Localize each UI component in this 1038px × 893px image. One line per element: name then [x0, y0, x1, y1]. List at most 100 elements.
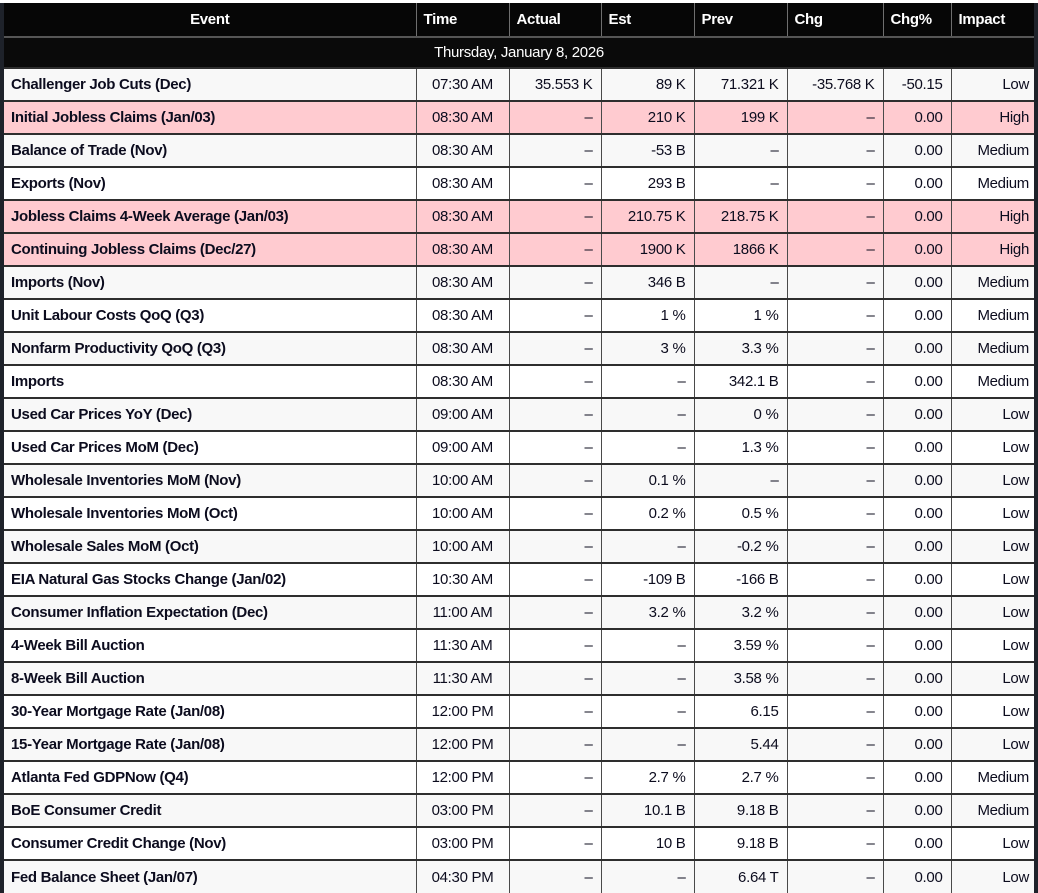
est-cell: 293 B — [601, 167, 694, 200]
impact-cell: Low — [951, 662, 1034, 695]
est-cell: – — [601, 530, 694, 563]
table-row[interactable]: 4-Week Bill Auction11:30 AM––3.59 %–0.00… — [4, 629, 1034, 662]
table-row[interactable]: 15-Year Mortgage Rate (Jan/08)12:00 PM––… — [4, 728, 1034, 761]
time-cell: 09:00 AM — [416, 398, 509, 431]
impact-cell: Medium — [951, 761, 1034, 794]
est-cell: – — [601, 398, 694, 431]
time-cell: 03:00 PM — [416, 827, 509, 860]
chgpct-cell: 0.00 — [883, 827, 951, 860]
table-row[interactable]: Initial Jobless Claims (Jan/03)08:30 AM–… — [4, 101, 1034, 134]
time-cell: 12:00 PM — [416, 695, 509, 728]
table-row[interactable]: Challenger Job Cuts (Dec)07:30 AM35.553 … — [4, 68, 1034, 101]
chgpct-cell: 0.00 — [883, 365, 951, 398]
table-row[interactable]: Unit Labour Costs QoQ (Q3)08:30 AM–1 %1 … — [4, 299, 1034, 332]
table-row[interactable]: Fed Balance Sheet (Jan/07)04:30 PM––6.64… — [4, 860, 1034, 893]
impact-cell: Medium — [951, 167, 1034, 200]
prev-cell: 6.64 T — [694, 860, 787, 893]
chgpct-cell: 0.00 — [883, 299, 951, 332]
chgpct-cell: 0.00 — [883, 266, 951, 299]
impact-cell: Low — [951, 629, 1034, 662]
table-row[interactable]: 8-Week Bill Auction11:30 AM––3.58 %–0.00… — [4, 662, 1034, 695]
chgpct-cell: 0.00 — [883, 596, 951, 629]
chgpct-cell: 0.00 — [883, 398, 951, 431]
prev-cell: 3.3 % — [694, 332, 787, 365]
chgpct-cell: 0.00 — [883, 332, 951, 365]
chgpct-cell: 0.00 — [883, 794, 951, 827]
table-row[interactable]: Wholesale Sales MoM (Oct)10:00 AM––-0.2 … — [4, 530, 1034, 563]
chg-cell: – — [787, 794, 883, 827]
est-cell: 1900 K — [601, 233, 694, 266]
chg-cell: – — [787, 101, 883, 134]
chg-cell: – — [787, 299, 883, 332]
actual-cell: – — [509, 200, 601, 233]
impact-cell: Low — [951, 431, 1034, 464]
table-row[interactable]: Continuing Jobless Claims (Dec/27)08:30 … — [4, 233, 1034, 266]
prev-cell: – — [694, 464, 787, 497]
table-row[interactable]: Consumer Credit Change (Nov)03:00 PM–10 … — [4, 827, 1034, 860]
impact-cell: Low — [951, 464, 1034, 497]
table-row[interactable]: Jobless Claims 4-Week Average (Jan/03)08… — [4, 200, 1034, 233]
chg-cell: – — [787, 563, 883, 596]
event-cell: Imports (Nov) — [4, 266, 416, 299]
chg-cell: – — [787, 266, 883, 299]
actual-cell: – — [509, 101, 601, 134]
chgpct-cell: 0.00 — [883, 860, 951, 893]
est-cell: -109 B — [601, 563, 694, 596]
event-cell: Used Car Prices YoY (Dec) — [4, 398, 416, 431]
impact-cell: Low — [951, 596, 1034, 629]
event-cell: 15-Year Mortgage Rate (Jan/08) — [4, 728, 416, 761]
est-cell: 1 % — [601, 299, 694, 332]
table-row[interactable]: 30-Year Mortgage Rate (Jan/08)12:00 PM––… — [4, 695, 1034, 728]
est-cell: -53 B — [601, 134, 694, 167]
event-rows: Challenger Job Cuts (Dec)07:30 AM35.553 … — [4, 68, 1034, 893]
actual-cell: – — [509, 761, 601, 794]
table-row[interactable]: Wholesale Inventories MoM (Oct)10:00 AM–… — [4, 497, 1034, 530]
chg-cell: – — [787, 398, 883, 431]
actual-cell: – — [509, 596, 601, 629]
est-cell: – — [601, 860, 694, 893]
chg-cell: – — [787, 596, 883, 629]
actual-cell: – — [509, 464, 601, 497]
impact-cell: High — [951, 200, 1034, 233]
table-row[interactable]: BoE Consumer Credit03:00 PM–10.1 B9.18 B… — [4, 794, 1034, 827]
actual-cell: – — [509, 629, 601, 662]
table-row[interactable]: Used Car Prices MoM (Dec)09:00 AM––1.3 %… — [4, 431, 1034, 464]
table-row[interactable]: Balance of Trade (Nov)08:30 AM–-53 B––0.… — [4, 134, 1034, 167]
column-header-chg: Chg — [787, 3, 883, 37]
chg-cell: – — [787, 167, 883, 200]
impact-cell: Medium — [951, 794, 1034, 827]
event-cell: Challenger Job Cuts (Dec) — [4, 68, 416, 101]
table-row[interactable]: Nonfarm Productivity QoQ (Q3)08:30 AM–3 … — [4, 332, 1034, 365]
table-row[interactable]: EIA Natural Gas Stocks Change (Jan/02)10… — [4, 563, 1034, 596]
chg-cell: – — [787, 860, 883, 893]
chg-cell: – — [787, 332, 883, 365]
prev-cell: 0 % — [694, 398, 787, 431]
impact-cell: High — [951, 101, 1034, 134]
table-row[interactable]: Imports08:30 AM––342.1 B–0.00Medium — [4, 365, 1034, 398]
column-header-chgpct: Chg% — [883, 3, 951, 37]
actual-cell: – — [509, 794, 601, 827]
time-cell: 10:00 AM — [416, 530, 509, 563]
date-row: Thursday, January 8, 2026 — [4, 37, 1034, 68]
table-row[interactable]: Consumer Inflation Expectation (Dec)11:0… — [4, 596, 1034, 629]
prev-cell: 3.58 % — [694, 662, 787, 695]
table-row[interactable]: Atlanta Fed GDPNow (Q4)12:00 PM–2.7 %2.7… — [4, 761, 1034, 794]
impact-cell: Low — [951, 695, 1034, 728]
table-header-row: Event Time Actual Est Prev Chg Chg% Impa… — [4, 3, 1034, 37]
est-cell: 3.2 % — [601, 596, 694, 629]
table-row[interactable]: Used Car Prices YoY (Dec)09:00 AM––0 %–0… — [4, 398, 1034, 431]
event-cell: Wholesale Inventories MoM (Oct) — [4, 497, 416, 530]
event-cell: 4-Week Bill Auction — [4, 629, 416, 662]
chg-cell: – — [787, 827, 883, 860]
table-row[interactable]: Imports (Nov)08:30 AM–346 B––0.00Medium — [4, 266, 1034, 299]
table-row[interactable]: Exports (Nov)08:30 AM–293 B––0.00Medium — [4, 167, 1034, 200]
chg-cell: – — [787, 233, 883, 266]
chgpct-cell: 0.00 — [883, 464, 951, 497]
table-row[interactable]: Wholesale Inventories MoM (Nov)10:00 AM–… — [4, 464, 1034, 497]
prev-cell: 2.7 % — [694, 761, 787, 794]
chg-cell: – — [787, 629, 883, 662]
chg-cell: – — [787, 728, 883, 761]
event-cell: Unit Labour Costs QoQ (Q3) — [4, 299, 416, 332]
chgpct-cell: -50.15 — [883, 68, 951, 101]
chgpct-cell: 0.00 — [883, 134, 951, 167]
